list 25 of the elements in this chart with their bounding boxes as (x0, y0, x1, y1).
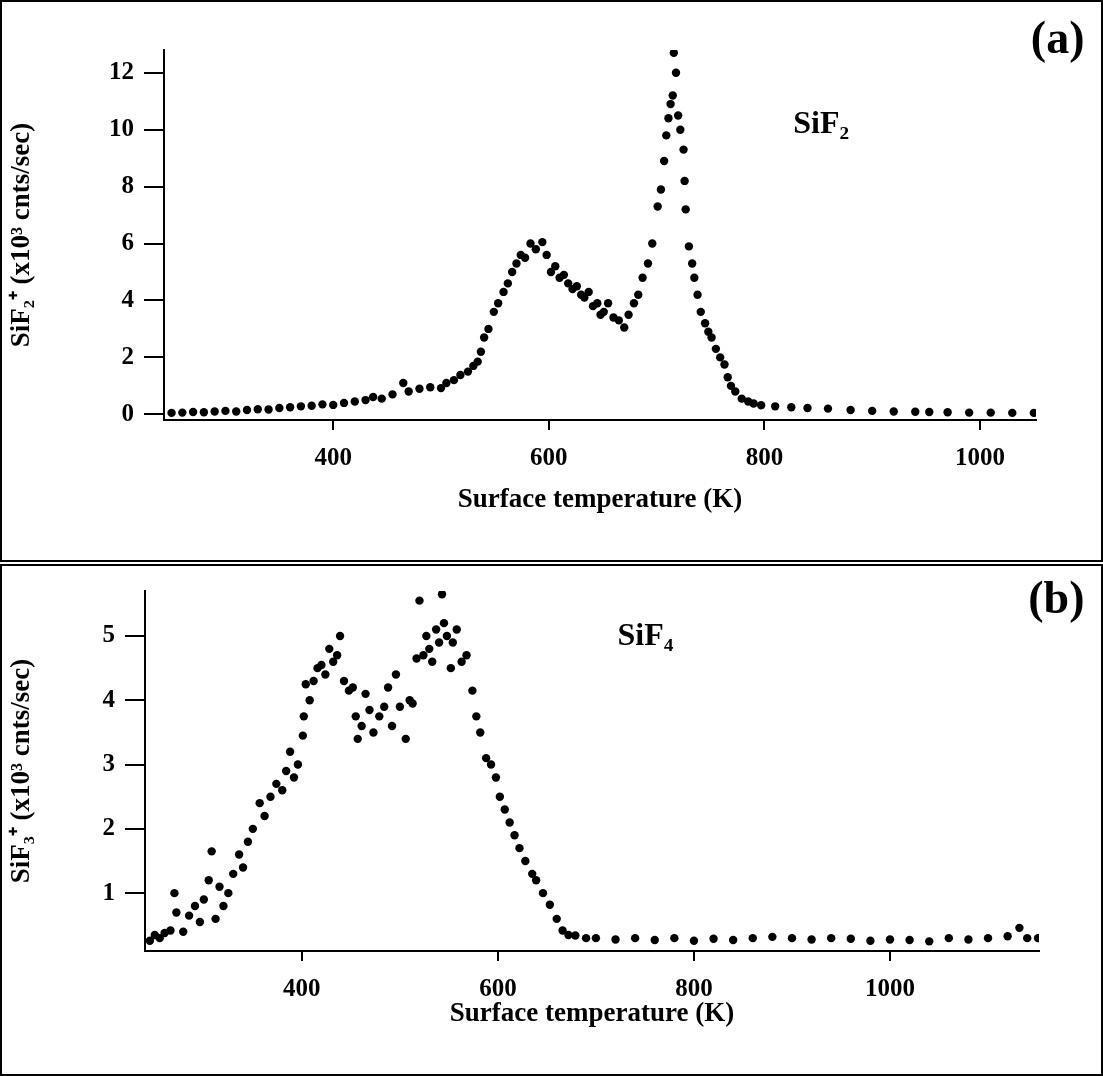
y-axis-title: SiF₂⁺ (x10³ cnts/sec) (5, 122, 36, 348)
annotation: SiF₄ (617, 616, 674, 653)
x-tick-label: 1000 (865, 974, 915, 1002)
y-tick-label: 10 (109, 114, 134, 142)
x-tick-label: 800 (745, 443, 784, 471)
x-tick-label: 600 (530, 443, 568, 471)
y-tick-label: 4 (121, 284, 135, 312)
x-tick-label: 400 (283, 974, 321, 1002)
annotation: (b) (1028, 572, 1085, 624)
y-tick-label: 8 (121, 171, 134, 199)
annotation: (a) (1030, 11, 1085, 63)
y-axis-title: SiF₃⁺ (x10³ cnts/sec) (5, 658, 36, 884)
x-tick-label: 400 (314, 443, 352, 471)
y-tick-label: 0 (121, 398, 134, 426)
y-tick-label: 4 (102, 684, 116, 712)
y-tick-label: 3 (102, 749, 115, 777)
y-tick-label: 6 (121, 227, 134, 255)
y-tick-label: 2 (102, 813, 115, 841)
y-tick-label: 1 (102, 877, 115, 905)
y-tick-label: 5 (102, 620, 115, 648)
annotation: SiF₂ (793, 104, 850, 141)
y-tick-label: 2 (121, 341, 134, 369)
x-axis-title: Surface temperature (K) (457, 482, 743, 513)
y-tick-label: 12 (109, 57, 134, 85)
x-tick-label: 1000 (954, 443, 1005, 471)
